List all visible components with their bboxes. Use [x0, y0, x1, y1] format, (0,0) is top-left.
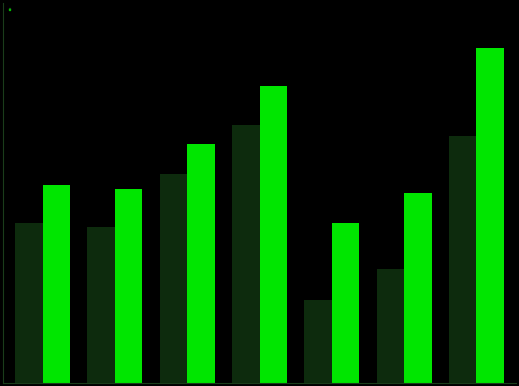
Bar [304, 300, 332, 383]
Bar [232, 125, 260, 383]
Bar [115, 189, 142, 383]
Bar [87, 227, 115, 383]
Legend: , : , [9, 7, 10, 10]
Bar [404, 193, 432, 383]
Bar [449, 136, 476, 383]
Bar [43, 185, 70, 383]
Bar [187, 144, 215, 383]
Bar [332, 223, 359, 383]
Bar [15, 223, 43, 383]
Bar [377, 269, 404, 383]
Bar [476, 48, 504, 383]
Bar [160, 174, 187, 383]
Bar [260, 86, 287, 383]
